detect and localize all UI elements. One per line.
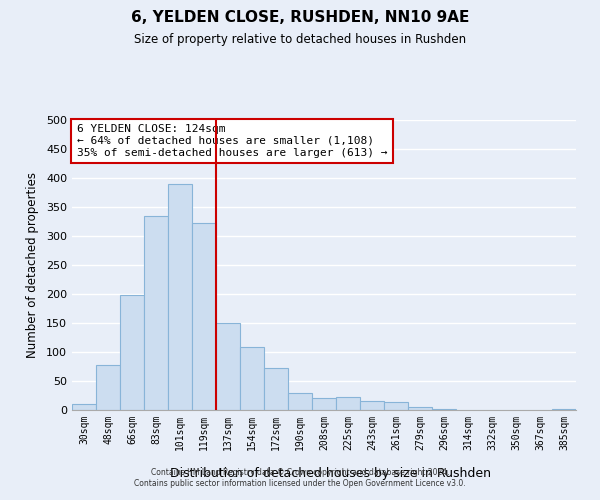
- Bar: [168, 184, 192, 410]
- Bar: [144, 216, 168, 410]
- Bar: [336, 397, 360, 410]
- Text: 6 YELDEN CLOSE: 124sqm
← 64% of detached houses are smaller (1,108)
35% of semi-: 6 YELDEN CLOSE: 124sqm ← 64% of detached…: [77, 124, 388, 158]
- Bar: [360, 402, 384, 410]
- Bar: [240, 347, 264, 410]
- Bar: [120, 295, 144, 410]
- Text: Distribution of detached houses by size in Rushden: Distribution of detached houses by size …: [170, 467, 491, 480]
- Bar: [96, 365, 120, 410]
- Bar: [192, 222, 216, 410]
- Text: Size of property relative to detached houses in Rushden: Size of property relative to detached ho…: [134, 32, 466, 46]
- Bar: [72, 404, 96, 410]
- Text: Contains HM Land Registry data © Crown copyright and database right 2024.
Contai: Contains HM Land Registry data © Crown c…: [134, 468, 466, 487]
- Bar: [216, 323, 240, 410]
- Text: 6, YELDEN CLOSE, RUSHDEN, NN10 9AE: 6, YELDEN CLOSE, RUSHDEN, NN10 9AE: [131, 10, 469, 25]
- Bar: [264, 368, 288, 410]
- Bar: [408, 407, 432, 410]
- Y-axis label: Number of detached properties: Number of detached properties: [26, 172, 39, 358]
- Bar: [384, 402, 408, 410]
- Bar: [312, 398, 336, 410]
- Bar: [288, 392, 312, 410]
